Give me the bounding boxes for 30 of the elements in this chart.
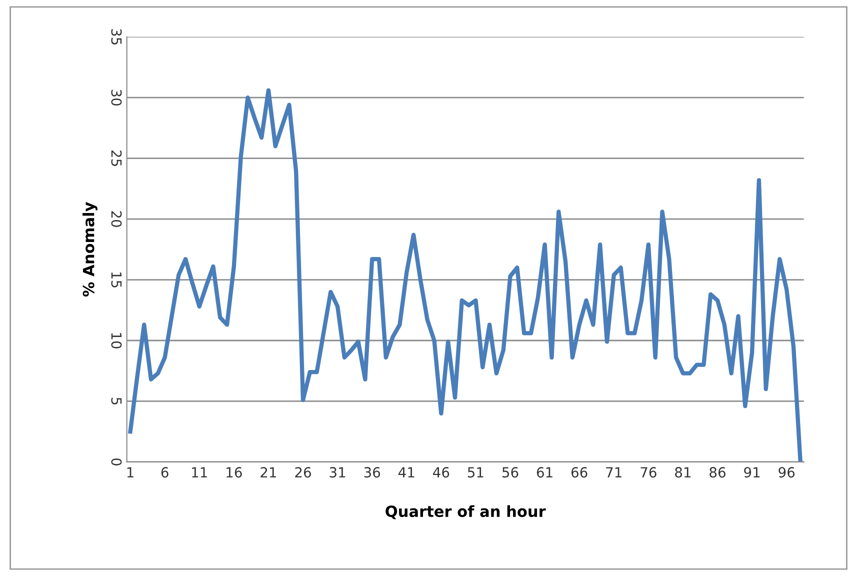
x-tick-label: 36 — [364, 467, 380, 478]
x-tick-label: 71 — [606, 467, 622, 478]
x-tick-label: 76 — [640, 467, 656, 478]
x-tick-label: 6 — [161, 467, 168, 478]
x-tick-label: 56 — [502, 467, 518, 478]
x-tick-label: 11 — [192, 467, 207, 478]
x-tick-label: 21 — [260, 467, 276, 478]
y-tick-label: 20 — [111, 211, 122, 227]
y-tick-label: 15 — [111, 272, 122, 288]
x-tick-label: 61 — [536, 467, 552, 478]
y-tick-label: 5 — [111, 398, 122, 404]
x-tick-label: 96 — [778, 467, 795, 478]
x-tick-label: 1 — [127, 467, 134, 478]
x-axis-title: Quarter of an hour — [386, 505, 546, 520]
x-tick-label: 41 — [398, 467, 414, 478]
y-tick-label: 0 — [111, 458, 122, 466]
x-tick-label: 66 — [571, 467, 588, 478]
x-tick-label: 51 — [468, 467, 484, 478]
x-tick-label: 46 — [433, 467, 450, 478]
y-tick-label: 10 — [111, 333, 122, 348]
x-tick-label: 26 — [295, 467, 311, 478]
y-tick-label: 30 — [111, 90, 122, 106]
y-tick-label: 35 — [111, 29, 122, 44]
x-tick-label: 16 — [226, 467, 242, 478]
x-tick-label: 31 — [330, 467, 346, 478]
x-tick-label: 81 — [675, 467, 691, 478]
x-tick-label: 91 — [744, 467, 760, 478]
y-tick-label: 25 — [111, 150, 122, 166]
x-tick-label: 86 — [710, 467, 726, 478]
y-axis-title: % Anomaly — [82, 202, 98, 297]
